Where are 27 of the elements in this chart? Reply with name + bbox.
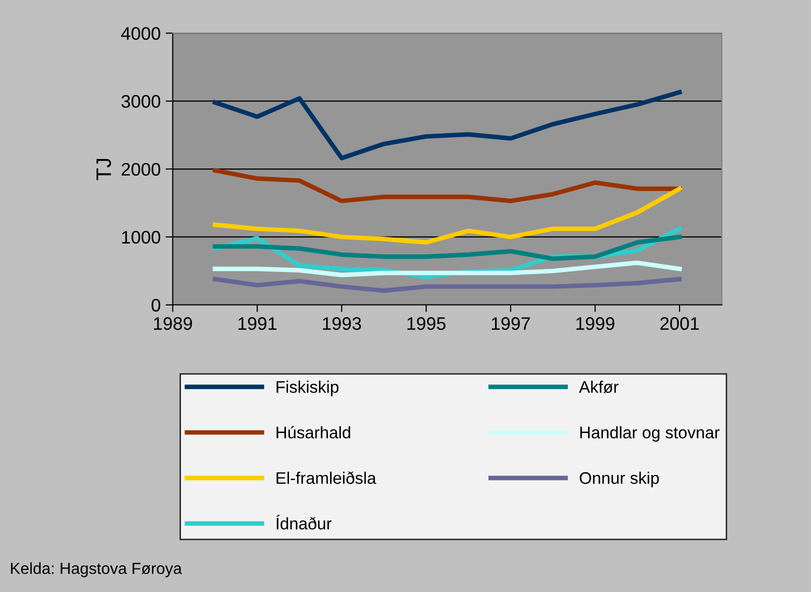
x-tick-label: 1989 xyxy=(154,317,192,330)
line-series xyxy=(212,276,682,293)
text: Kelda: Hagstova Føroya xyxy=(11,562,182,578)
legend-label: Ídnaður xyxy=(276,514,332,530)
line-series xyxy=(212,234,682,261)
y-tick-label: 3000 xyxy=(121,95,160,108)
legend-label: El-framleiðsla xyxy=(276,471,376,484)
y-tick-label: 1000 xyxy=(122,230,160,244)
y-tick-label: 4000 xyxy=(121,27,160,40)
x-tick-label: 1997 xyxy=(492,317,530,330)
legend-label: Fiskiskip xyxy=(276,380,338,396)
legend-label: Húsarhald xyxy=(276,426,350,438)
x-tick-label: 2001 xyxy=(660,317,699,330)
y-tick-label: 0 xyxy=(152,298,160,312)
x-tick-label: 1991 xyxy=(238,317,276,330)
y-tick-label: 2000 xyxy=(122,162,160,176)
line-series xyxy=(212,168,682,204)
legend-label: Handlar og stovnar xyxy=(580,426,720,442)
legend-label: Akfør xyxy=(578,380,618,394)
legend-label: Onnur skip xyxy=(580,472,659,488)
x-tick-label: 1999 xyxy=(576,317,614,330)
x-tick-label: 1993 xyxy=(322,317,361,330)
x-tick-label: 1995 xyxy=(407,317,446,330)
line-series xyxy=(212,186,682,245)
y-axis-title: TJ xyxy=(96,158,112,180)
line-series xyxy=(212,260,682,278)
line-series xyxy=(212,90,682,160)
